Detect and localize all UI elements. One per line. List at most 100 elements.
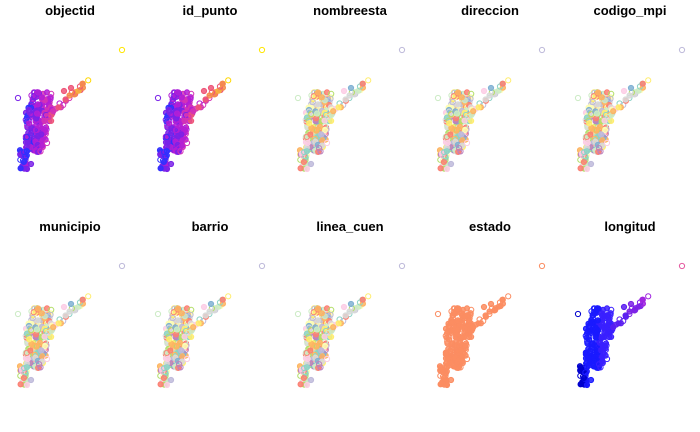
point <box>30 93 37 100</box>
point <box>307 376 315 384</box>
point <box>607 95 614 103</box>
point <box>33 115 40 122</box>
point <box>577 165 584 172</box>
point <box>583 148 591 155</box>
panel-codigo-mpi: codigo_mpi <box>560 0 700 216</box>
point <box>195 104 202 111</box>
point <box>596 123 604 130</box>
point <box>172 127 180 134</box>
point <box>303 165 311 173</box>
point <box>594 326 601 333</box>
point <box>443 148 451 155</box>
point <box>316 123 324 130</box>
point <box>454 110 461 117</box>
point <box>340 87 348 95</box>
scatter-map-municipio <box>14 262 126 389</box>
point <box>590 93 597 100</box>
point <box>314 326 321 333</box>
point <box>596 339 604 346</box>
point <box>342 312 349 319</box>
panel-linea-cuen: linea_cuen <box>280 216 420 432</box>
point <box>307 160 315 168</box>
point <box>583 349 590 356</box>
point <box>34 317 41 324</box>
point <box>359 296 366 303</box>
point <box>315 89 322 96</box>
panel-title: longitud <box>604 219 656 234</box>
point <box>583 330 591 337</box>
point <box>318 131 325 138</box>
point <box>20 374 27 381</box>
point <box>45 113 52 121</box>
point <box>302 369 309 376</box>
point <box>321 126 329 134</box>
point <box>26 120 33 127</box>
point <box>458 94 465 101</box>
point <box>335 104 342 111</box>
point <box>443 165 451 173</box>
point <box>55 104 62 111</box>
point <box>26 336 33 343</box>
panel-title: estado <box>469 219 511 234</box>
point <box>627 84 635 92</box>
point <box>607 311 614 319</box>
point <box>487 84 495 92</box>
point <box>452 127 460 134</box>
point <box>164 139 171 146</box>
point <box>66 92 73 99</box>
point <box>475 320 482 327</box>
point <box>157 381 164 388</box>
point <box>313 331 320 338</box>
point <box>603 355 611 363</box>
point <box>444 139 451 146</box>
point <box>35 305 42 312</box>
point <box>23 381 31 389</box>
point <box>47 311 54 319</box>
panel-title: direccion <box>461 3 519 18</box>
point <box>23 330 31 337</box>
point <box>582 153 589 160</box>
point <box>457 364 464 371</box>
point <box>317 148 324 155</box>
point <box>475 104 482 111</box>
point <box>586 120 593 127</box>
point <box>67 84 75 92</box>
panel-title: codigo_mpi <box>593 3 667 18</box>
point <box>170 309 177 316</box>
point <box>499 80 506 87</box>
point <box>163 381 171 389</box>
point <box>50 324 57 331</box>
point <box>487 300 495 308</box>
point <box>505 293 512 300</box>
panel-objectid: objectid <box>0 0 140 216</box>
point <box>443 364 451 371</box>
point <box>446 120 453 127</box>
point <box>317 364 324 371</box>
point <box>50 108 57 115</box>
point <box>597 148 604 155</box>
point <box>79 80 86 87</box>
point <box>66 308 73 315</box>
point <box>225 293 232 300</box>
point <box>314 110 321 117</box>
point <box>455 305 462 312</box>
point <box>178 310 185 317</box>
point <box>439 152 446 159</box>
point <box>169 98 176 106</box>
point <box>620 87 628 95</box>
point <box>175 89 182 96</box>
scatter-map-codigo-mpi <box>574 46 686 173</box>
point <box>615 104 622 111</box>
point <box>167 376 175 384</box>
point <box>398 262 406 270</box>
point <box>181 342 189 350</box>
point <box>347 300 355 308</box>
point <box>175 305 182 312</box>
panel-municipio: municipio <box>0 216 140 432</box>
point <box>30 309 37 316</box>
point <box>594 101 601 108</box>
point <box>365 293 372 300</box>
point <box>207 84 215 92</box>
panel-title: municipio <box>39 219 101 234</box>
point <box>590 309 597 316</box>
